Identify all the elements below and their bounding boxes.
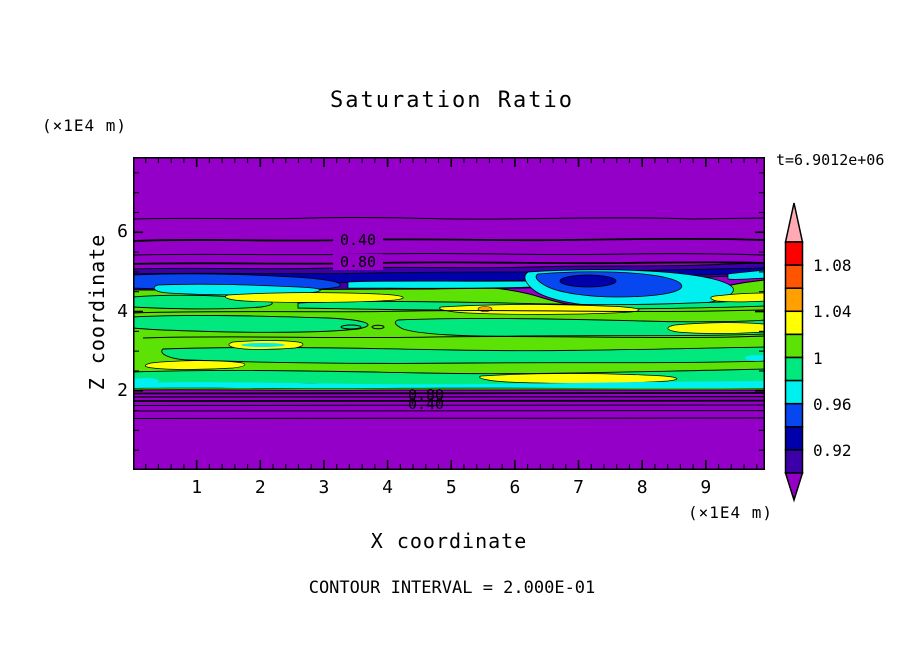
- z-tick-label-2: 2: [117, 379, 128, 401]
- contour-lines: [133, 216, 765, 419]
- colorbar-box-red: [784, 241, 804, 266]
- strip-cyan-right: [727, 269, 765, 280]
- time-stamp-label: t=6.9012e+06: [776, 151, 885, 169]
- x-axis-title: X coordinate: [370, 529, 528, 553]
- x-tick-label-6: 6: [509, 477, 521, 498]
- z-axis-unit-label: (×1E4 m): [42, 116, 128, 135]
- contour-label-0.80: 0.80: [340, 253, 376, 271]
- x-tick-label-3: 3: [318, 477, 330, 498]
- x-tick-label-4: 4: [382, 477, 394, 498]
- plot-title: Saturation Ratio: [330, 88, 574, 113]
- colorbar-box-navy: [784, 426, 804, 451]
- contour-interval-caption: CONTOUR INTERVAL = 2.000E-01: [308, 578, 596, 598]
- x-tick-label-1: 1: [191, 477, 203, 498]
- colorbar-box-blue: [784, 402, 804, 428]
- pool-navy-core: [559, 274, 617, 288]
- colorbar-box-spring: [784, 356, 804, 382]
- x-tick-label-9: 9: [700, 477, 712, 498]
- colorbar-under-arrow: [784, 472, 804, 503]
- colorbar-box-cyan: [784, 379, 804, 405]
- contour-value-labels: 0.400.800.800.40: [333, 231, 444, 413]
- axis-ticks: [134, 158, 764, 469]
- colorbar-label-0.92: 0.92: [813, 440, 852, 460]
- x-tick-label-8: 8: [636, 477, 648, 498]
- colorbar-box-indigo: [784, 449, 804, 474]
- x-tick-label-7: 7: [573, 477, 584, 498]
- colorbar-label-0.96: 0.96: [813, 394, 852, 414]
- colorbar-label-1.04: 1.04: [813, 302, 852, 322]
- colorbar-over-arrow: [784, 202, 804, 243]
- contour-label-0.40: 0.40: [340, 231, 376, 249]
- strip-cyan-mid: [347, 280, 534, 289]
- contour-label-0.40: 0.40: [408, 395, 444, 413]
- cyan-streaks: [133, 289, 765, 389]
- colorbar-box-orangered: [784, 264, 804, 289]
- z-tick-label-4: 4: [117, 300, 128, 322]
- x-tick-label-2: 2: [254, 477, 266, 498]
- x-tick-label-5: 5: [445, 477, 457, 498]
- colorbar-label-1.08: 1.08: [813, 256, 852, 276]
- colorbar-label-1: 1: [813, 348, 823, 368]
- contour-label-0.80: 0.80: [408, 386, 444, 404]
- plot-frame: [133, 157, 765, 470]
- colorbar-box-chartreuse: [784, 333, 804, 359]
- z-tick-label-6: 6: [117, 221, 128, 243]
- x-axis-unit-label: (×1E4 m): [688, 503, 774, 522]
- contour-plot: 0.400.800.800.40: [133, 157, 765, 470]
- colorbar-box-yellow: [784, 310, 804, 336]
- colorbar: [784, 202, 804, 503]
- colorbar-box-orange: [784, 287, 804, 313]
